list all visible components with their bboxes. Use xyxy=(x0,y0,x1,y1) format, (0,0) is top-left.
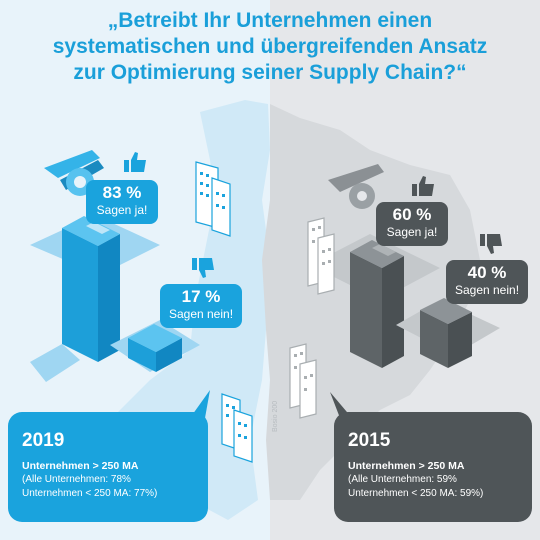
panel-2015-line2: (Alle Unternehmen: 59% xyxy=(348,474,457,485)
box-icon xyxy=(396,298,500,368)
panel-2019-tail xyxy=(190,390,210,418)
wrench-icon xyxy=(328,164,384,209)
thumbs-down-icon xyxy=(480,234,502,254)
title-line-3: zur Optimierung seiner Supply Chain?“ xyxy=(73,61,467,84)
panel-2019-line3: Unternehmen < 250 MA: 77%) xyxy=(22,488,158,499)
yes-label-2015: Sagen ja! xyxy=(386,225,438,239)
no-label-2019: Sagen nein! xyxy=(168,307,234,321)
panel-2019-line1: Unternehmen > 250 MA xyxy=(22,460,139,472)
no-percent-2015: 40 % xyxy=(467,263,507,282)
panel-2015-line3: Unternehmen < 250 MA: 59%) xyxy=(348,488,484,499)
box-icon xyxy=(110,320,200,372)
building-icon xyxy=(221,393,253,463)
no-percent-2019: 17 % xyxy=(181,287,221,306)
yes-bubble-2019: 83 % Sagen ja! xyxy=(86,180,158,224)
box-icon xyxy=(30,215,160,362)
year-2019: 2019 xyxy=(22,430,65,451)
no-bubble-2015: 40 % Sagen nein! xyxy=(446,260,528,304)
page-title: „Betreibt Ihr Unternehmen einen systemat… xyxy=(10,8,530,86)
yes-percent-2019: 83 % xyxy=(102,183,142,202)
yes-percent-2015: 60 % xyxy=(392,205,432,224)
yes-label-2019: Sagen ja! xyxy=(96,203,148,217)
building-icon xyxy=(195,161,231,237)
image-credit: Bosio 200 xyxy=(272,400,279,432)
no-label-2015: Sagen nein! xyxy=(454,283,520,297)
panel-2015-line1: Unternehmen > 250 MA xyxy=(348,460,465,472)
box-icon xyxy=(30,344,80,382)
panel-2015-tail xyxy=(330,392,352,418)
yes-bubble-2015: 60 % Sagen ja! xyxy=(376,202,448,246)
title-line-1: „Betreibt Ihr Unternehmen einen xyxy=(107,9,433,32)
title-line-2: systematischen und übergreifenden Ansatz xyxy=(52,35,488,58)
thumbs-up-icon xyxy=(412,176,434,196)
building-icon xyxy=(307,217,335,295)
thumbs-up-icon xyxy=(124,152,146,172)
no-bubble-2019: 17 % Sagen nein! xyxy=(160,284,242,328)
year-2015: 2015 xyxy=(348,430,391,451)
panel-2015: 2015 Unternehmen > 250 MA (Alle Unterneh… xyxy=(334,412,532,522)
box-icon xyxy=(310,234,440,368)
panel-2019: 2019 Unternehmen > 250 MA (Alle Unterneh… xyxy=(8,412,208,522)
thumbs-down-icon xyxy=(192,258,214,278)
building-icon xyxy=(289,343,317,419)
panel-2019-line2: (Alle Unternehmen: 78% xyxy=(22,474,131,485)
